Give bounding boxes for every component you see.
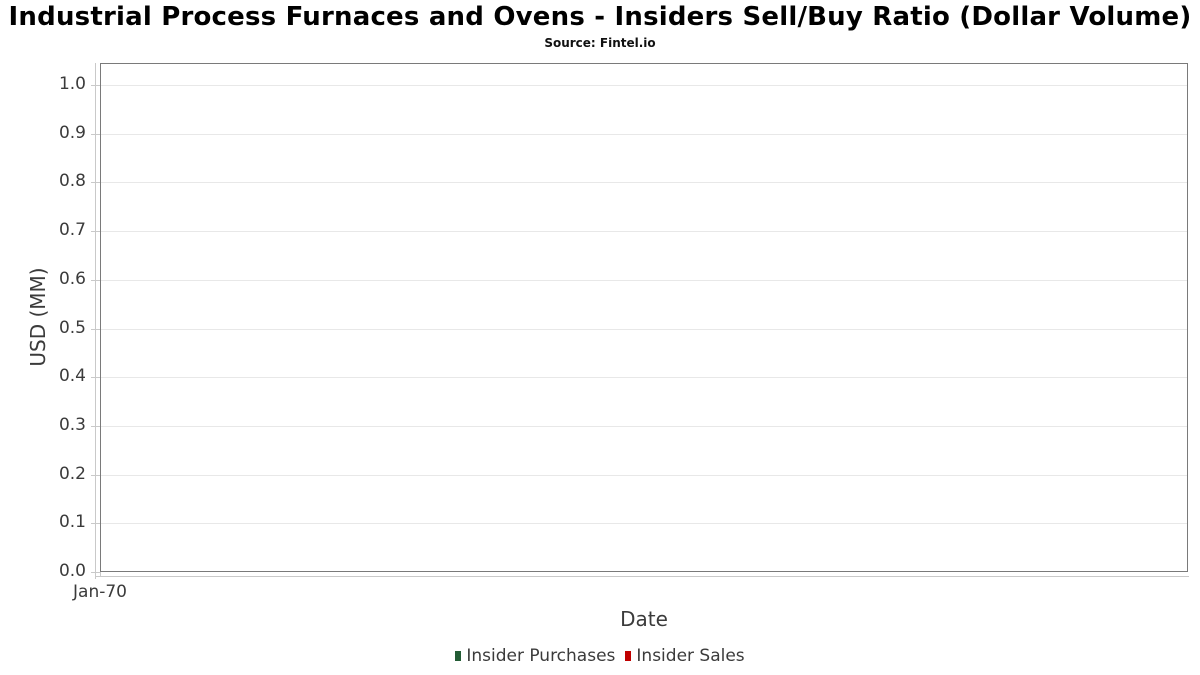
gridline [101,231,1187,233]
y-axis-tick [91,328,100,330]
y-tick-label: 0.2 [58,463,86,484]
gridline [101,474,1187,476]
y-axis-tick [91,231,100,233]
y-axis-tick [91,133,100,135]
legend-label: Insider Sales [636,646,745,666]
y-axis-tick [91,182,100,184]
x-axis-title: Date [620,607,668,631]
gridline [101,279,1187,281]
y-tick-label: 0.4 [58,366,86,387]
gridline [101,523,1187,525]
legend-item: Insider Sales [625,646,745,666]
chart-subtitle: Source: Fintel.io [544,36,656,50]
chart-title: Industrial Process Furnaces and Ovens - … [8,2,1192,32]
gridline [101,377,1187,379]
legend-label: Insider Purchases [466,646,616,666]
legend-swatch [455,651,462,661]
gridline [101,328,1187,330]
gridline [101,182,1187,184]
y-tick-label: 0.3 [58,414,86,435]
legend-item: Insider Purchases [455,646,615,666]
gridline [101,133,1187,135]
y-tick-label: 0.5 [58,317,86,338]
plot-area [91,63,1189,579]
x-axis-tick [100,572,101,577]
y-axis-tick [91,474,100,476]
legend: Insider Purchases Insider Sales [0,646,1200,666]
y-axis-tick [91,377,100,379]
y-tick-label: 0.6 [58,268,86,289]
y-axis-tick [91,279,100,281]
y-tick-label: 0.0 [58,561,86,581]
y-tick-label: 1.0 [58,74,86,94]
y-tick-label: 0.8 [58,171,86,192]
y-tick-label: 0.7 [58,220,86,241]
x-tick-label: Jan-70 [73,582,127,602]
y-axis-tick [91,523,100,525]
y-tick-label: 0.9 [58,122,86,143]
y-axis-tick [91,572,100,573]
y-axis-tick [91,425,100,427]
y-axis-tick [91,85,100,86]
legend-swatch [625,651,632,661]
gridline [101,85,1187,86]
gridline [101,425,1187,427]
x-axis-line [95,576,1189,577]
y-axis-line [95,63,96,579]
y-tick-label: 0.1 [58,512,86,533]
